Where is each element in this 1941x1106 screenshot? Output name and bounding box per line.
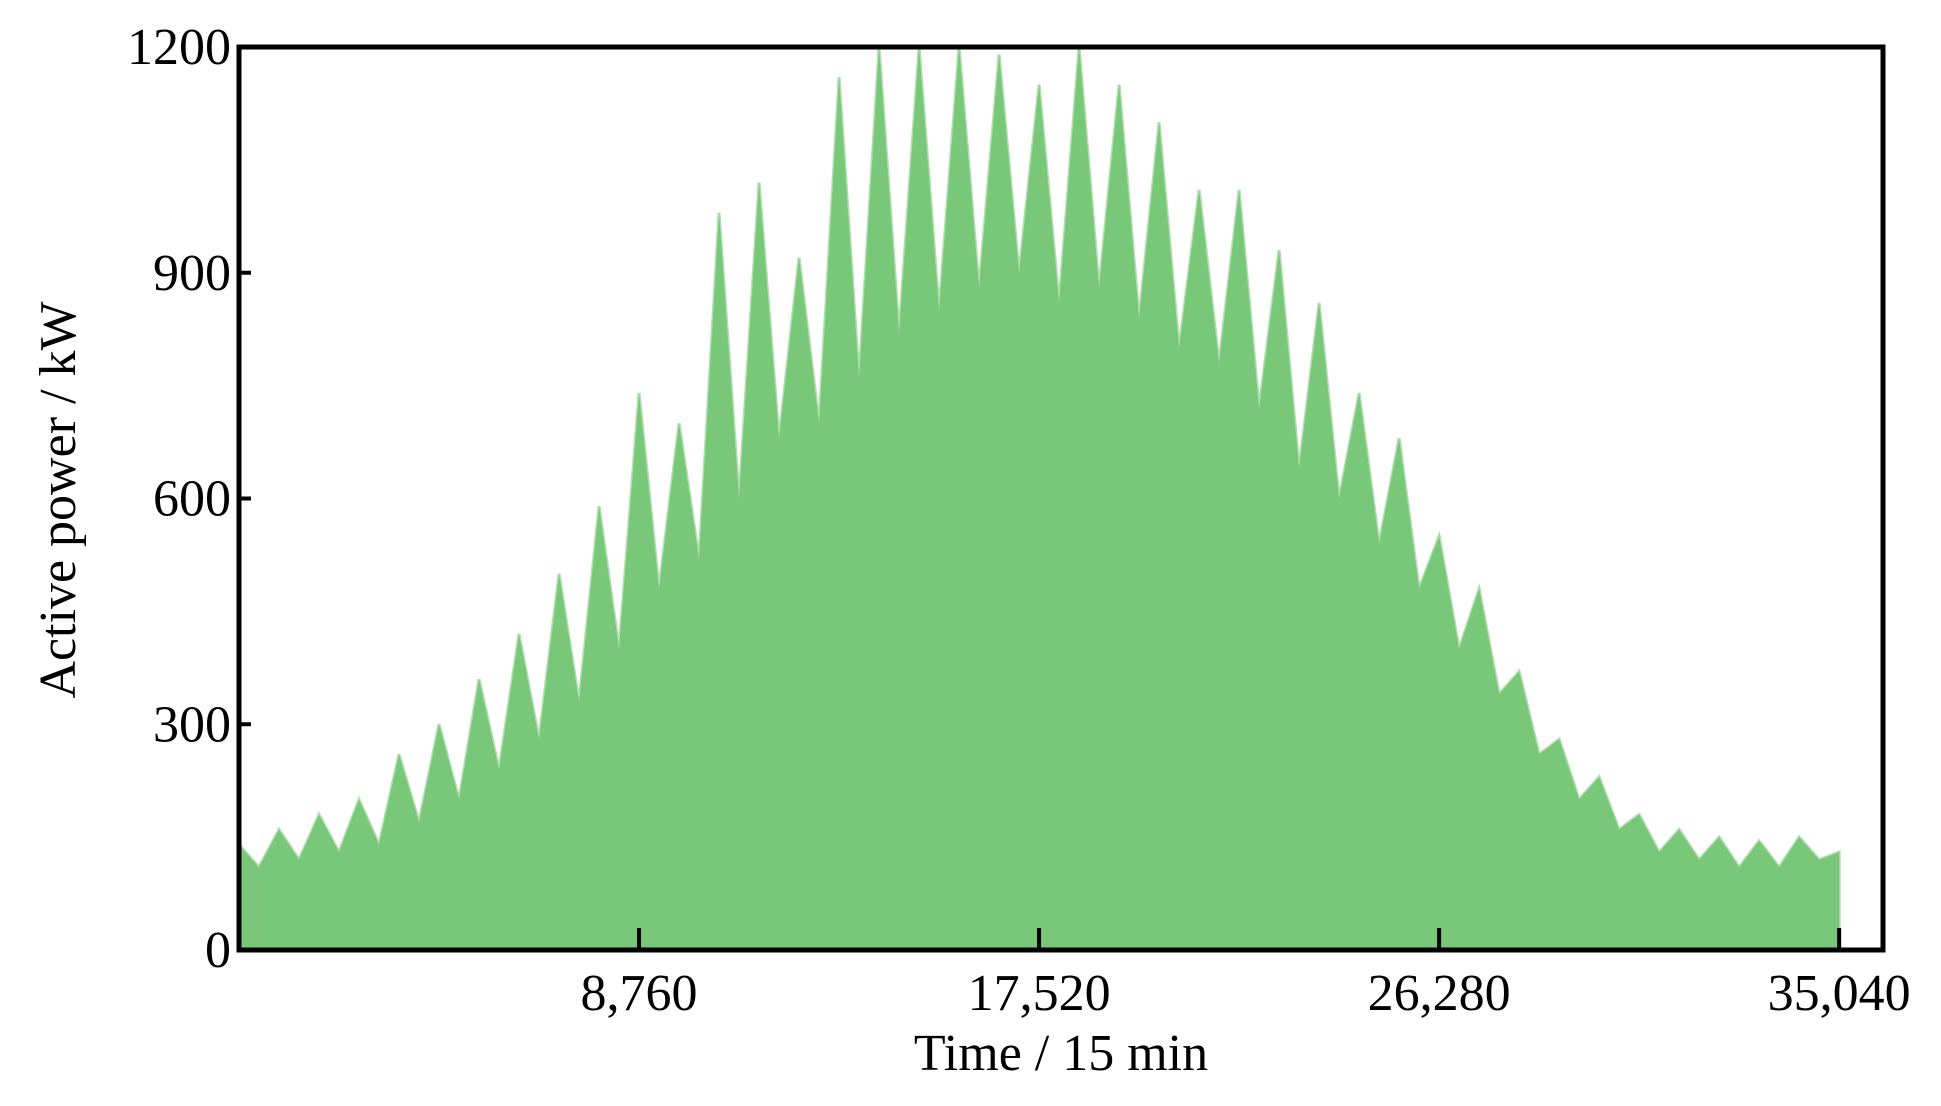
x-tick-label: 35,040 xyxy=(1768,965,1911,1022)
area xyxy=(237,46,1841,952)
y-tick-label: 300 xyxy=(153,696,231,753)
x-axis-label: Time / 15 min xyxy=(914,1025,1208,1082)
y-axis-label: Active power / kW xyxy=(30,301,87,698)
y-tick-label: 600 xyxy=(153,471,231,528)
x-tick-label: 26,280 xyxy=(1368,965,1511,1022)
y-tick-label: 1200 xyxy=(127,19,231,76)
x-tick-label: 8,760 xyxy=(581,965,698,1022)
y-tick-label: 900 xyxy=(153,245,231,302)
y-tick-label: 0 xyxy=(205,922,231,979)
x-tick-label: 17,520 xyxy=(968,965,1111,1022)
